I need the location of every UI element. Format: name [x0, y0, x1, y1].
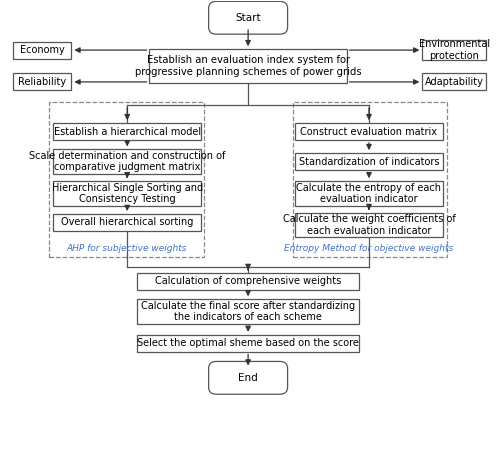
- FancyBboxPatch shape: [53, 214, 201, 231]
- Text: Adaptability: Adaptability: [425, 77, 484, 87]
- FancyBboxPatch shape: [53, 181, 201, 205]
- FancyBboxPatch shape: [13, 41, 72, 58]
- FancyBboxPatch shape: [137, 299, 359, 324]
- FancyBboxPatch shape: [137, 335, 359, 352]
- Text: Calculation of comprehensive weights: Calculation of comprehensive weights: [155, 276, 341, 286]
- Text: Economy: Economy: [20, 45, 64, 55]
- Text: Establish an evaluation index system for
progressive planning schemes of power g: Establish an evaluation index system for…: [135, 55, 362, 77]
- FancyBboxPatch shape: [295, 153, 443, 170]
- Text: Calculate the weight coefficients of
each evaluation indicator: Calculate the weight coefficients of eac…: [282, 214, 456, 236]
- FancyBboxPatch shape: [13, 73, 72, 90]
- Text: Entropy Method for objective weights: Entropy Method for objective weights: [284, 244, 454, 253]
- Text: Select the optimal sheme based on the score: Select the optimal sheme based on the sc…: [137, 338, 359, 348]
- Text: Reliability: Reliability: [18, 77, 66, 87]
- Text: Overall hierarchical sorting: Overall hierarchical sorting: [61, 218, 194, 227]
- FancyBboxPatch shape: [295, 123, 443, 140]
- Text: Establish a hierarchical model: Establish a hierarchical model: [54, 127, 201, 137]
- FancyBboxPatch shape: [53, 149, 201, 174]
- FancyBboxPatch shape: [422, 73, 486, 90]
- FancyBboxPatch shape: [208, 1, 288, 34]
- FancyBboxPatch shape: [150, 49, 347, 83]
- FancyBboxPatch shape: [208, 361, 288, 394]
- Text: Start: Start: [236, 13, 261, 23]
- Text: Environmental
protection: Environmental protection: [419, 39, 490, 61]
- Text: Construct evaluation matrix: Construct evaluation matrix: [300, 127, 438, 137]
- Text: Standardization of indicators: Standardization of indicators: [298, 156, 439, 167]
- FancyBboxPatch shape: [53, 123, 201, 140]
- Text: Hierarchical Single Sorting and
Consistency Testing: Hierarchical Single Sorting and Consiste…: [52, 183, 203, 204]
- Text: Calculate the entropy of each
evaluation indicator: Calculate the entropy of each evaluation…: [296, 183, 442, 204]
- FancyBboxPatch shape: [295, 213, 443, 237]
- Text: End: End: [238, 373, 258, 383]
- Text: AHP for subjective weights: AHP for subjective weights: [67, 244, 188, 253]
- Text: Calculate the final score after standardizing
the indicators of each scheme: Calculate the final score after standard…: [141, 300, 355, 322]
- FancyBboxPatch shape: [422, 40, 486, 60]
- Text: Scale determination and construction of
comparative judgment matrix: Scale determination and construction of …: [29, 151, 226, 172]
- FancyBboxPatch shape: [295, 181, 443, 205]
- FancyBboxPatch shape: [137, 273, 359, 290]
